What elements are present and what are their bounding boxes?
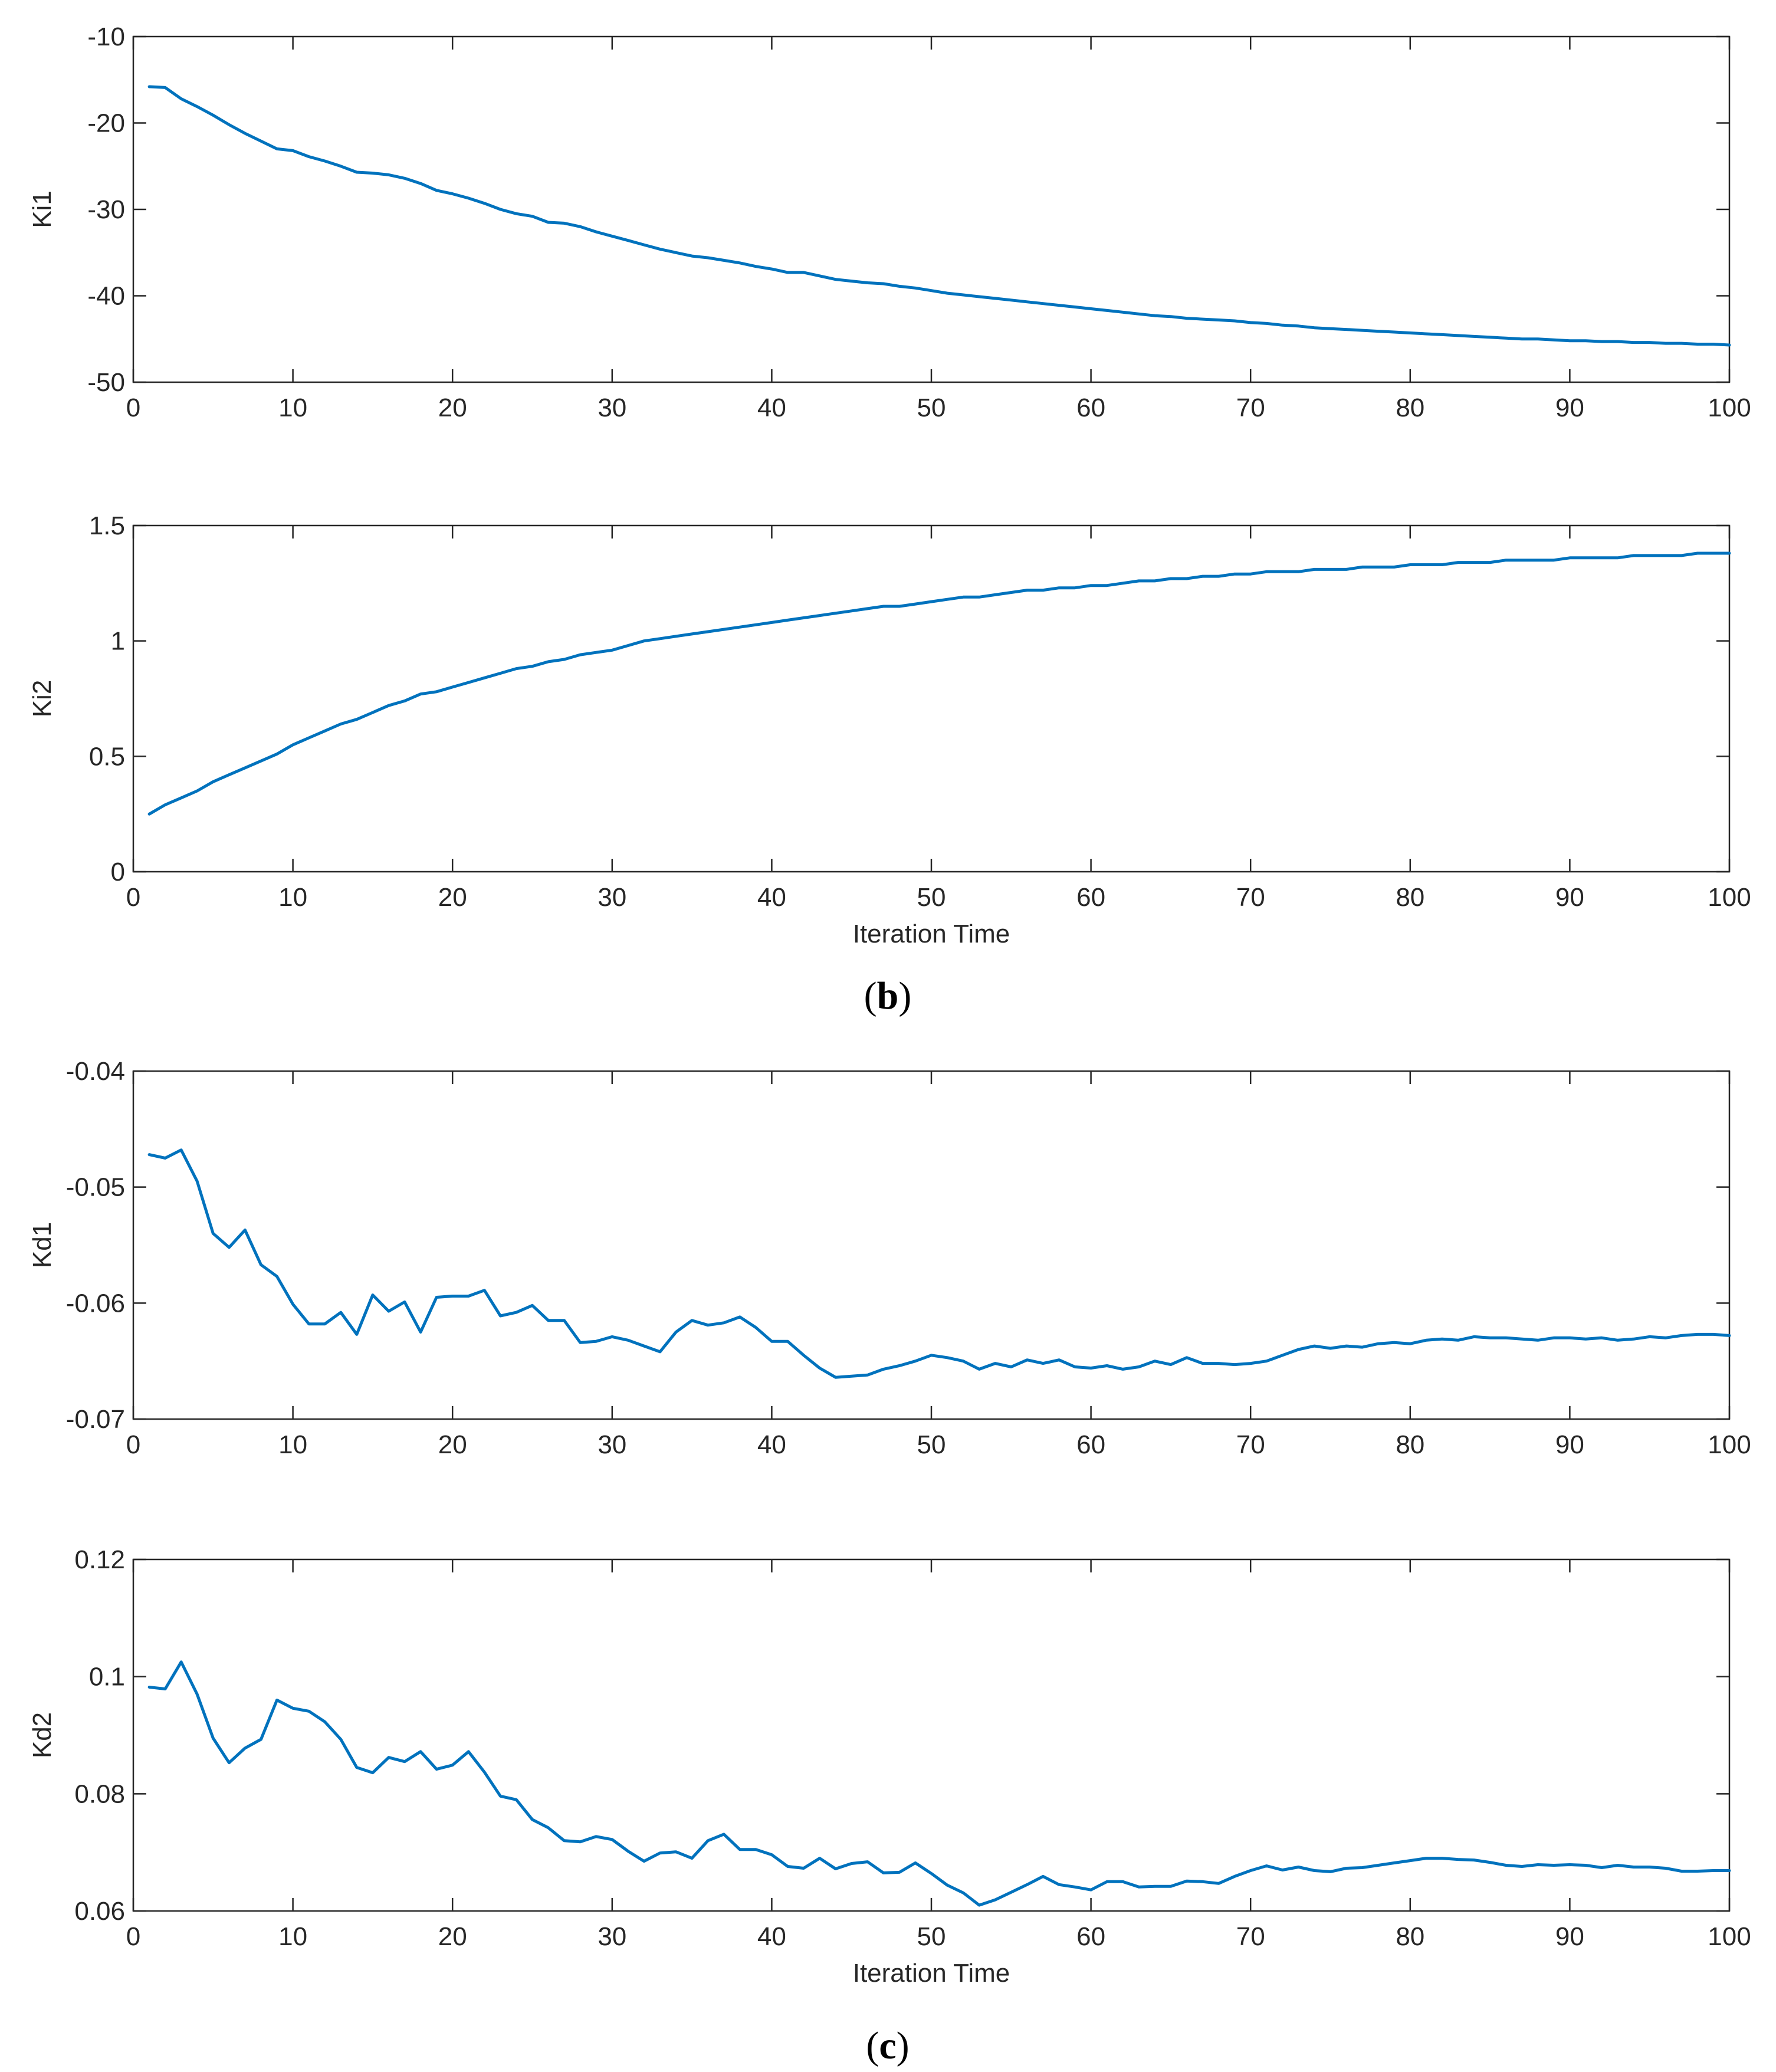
kd1-xtick-label: 60 bbox=[1076, 1430, 1105, 1459]
kd1-ytick-label: -0.07 bbox=[66, 1405, 125, 1434]
ki1-xtick-label: 50 bbox=[917, 393, 946, 422]
chart-kd1: 0 10 20 30 40 50 60 70 80 90 100 -0.07 -0.06 -0.05 -0.… bbox=[28, 1057, 1751, 1459]
kd1-ytick-label: -0.05 bbox=[66, 1173, 125, 1202]
ki2-xtick-label: 90 bbox=[1555, 883, 1584, 912]
ki1-ytick-label: -50 bbox=[87, 368, 125, 397]
kd2-xtick-label: 60 bbox=[1076, 1922, 1105, 1951]
ki1-xtick-label: 90 bbox=[1555, 393, 1584, 422]
kd1-xtick-label: 40 bbox=[757, 1430, 786, 1459]
ki1-ytick-label: -40 bbox=[87, 282, 125, 311]
kd2-xtick-label: 70 bbox=[1236, 1922, 1265, 1951]
ki2-ytick-label: 0.5 bbox=[89, 742, 125, 771]
ki2-xtick-label: 80 bbox=[1396, 883, 1424, 912]
ki2-xlabel: Iteration Time bbox=[853, 920, 1010, 948]
ki2-ytick-label: 1 bbox=[111, 627, 125, 656]
ki2-ytick-label: 1.5 bbox=[89, 511, 125, 540]
ki1-xtick-label: 20 bbox=[438, 393, 467, 422]
ki2-xtick-label: 50 bbox=[917, 883, 946, 912]
ki2-xtick-label: 0 bbox=[126, 883, 140, 912]
ki2-xtick-label: 60 bbox=[1076, 883, 1105, 912]
ki2-xtick-label: 70 bbox=[1236, 883, 1265, 912]
kd1-xtick-label: 0 bbox=[126, 1430, 140, 1459]
kd1-ylabel: Kd1 bbox=[28, 1222, 57, 1268]
kd2-xtick-label: 80 bbox=[1396, 1922, 1424, 1951]
ki1-ylabel: Ki1 bbox=[28, 191, 57, 228]
ki2-xtick-label: 30 bbox=[598, 883, 626, 912]
ki2-series-line bbox=[147, 551, 1731, 816]
chart-kd2: 0 10 20 30 40 50 60 70 80 90 100 0.06 0.08 0.1 0.12 Kd2… bbox=[28, 1545, 1751, 1988]
chart-ki1: 0 10 20 30 40 50 60 70 80 90 100 -50 -40 -30 -20 -10 Ki1 bbox=[28, 22, 1751, 422]
caption-b-letter: b bbox=[877, 974, 899, 1017]
kd2-xtick-label: 100 bbox=[1708, 1922, 1751, 1951]
ki2-ylabel: Ki2 bbox=[28, 680, 57, 718]
kd1-xtick-label: 70 bbox=[1236, 1430, 1265, 1459]
ki1-ytick-label: -20 bbox=[87, 109, 125, 138]
kd1-xtick-label: 30 bbox=[598, 1430, 626, 1459]
kd2-xtick-label: 50 bbox=[917, 1922, 946, 1951]
kd2-ytick-label: 0.06 bbox=[74, 1897, 125, 1926]
ki1-ytick-label: -30 bbox=[87, 195, 125, 224]
kd2-xtick-label: 30 bbox=[598, 1922, 626, 1951]
kd2-xtick-label: 40 bbox=[757, 1922, 786, 1951]
kd2-xtick-label: 0 bbox=[126, 1922, 140, 1951]
ki1-xtick-label: 10 bbox=[278, 393, 307, 422]
ki2-ytick-label: 0 bbox=[111, 858, 125, 886]
kd2-xtick-label: 10 bbox=[278, 1922, 307, 1951]
ki1-xtick-label: 0 bbox=[126, 393, 140, 422]
ki1-xtick-label: 70 bbox=[1236, 393, 1265, 422]
ki1-xtick-label: 100 bbox=[1708, 393, 1751, 422]
kd2-ytick-label: 0.12 bbox=[74, 1545, 125, 1574]
ki2-xtick-label: 40 bbox=[757, 883, 786, 912]
caption-c-letter: c bbox=[879, 2024, 896, 2067]
kd2-ytick-label: 0.1 bbox=[89, 1663, 125, 1692]
kd2-ytick-label: 0.08 bbox=[74, 1779, 125, 1808]
ki1-xtick-label: 80 bbox=[1396, 393, 1424, 422]
kd1-xtick-label: 100 bbox=[1708, 1430, 1751, 1459]
kd1-xtick-label: 90 bbox=[1555, 1430, 1584, 1459]
kd2-series-line bbox=[147, 1660, 1731, 1907]
kd1-xtick-label: 80 bbox=[1396, 1430, 1424, 1459]
kd2-xtick-label: 20 bbox=[438, 1922, 467, 1951]
caption-b: (b) bbox=[864, 974, 912, 1017]
kd1-ytick-label: -0.06 bbox=[66, 1289, 125, 1318]
kd2-ylabel: Kd2 bbox=[28, 1712, 57, 1758]
ki1-ytick-label: -10 bbox=[87, 22, 125, 51]
ki1-series-line bbox=[147, 85, 1731, 347]
ki1-xtick-label: 60 bbox=[1076, 393, 1105, 422]
caption-c: (c) bbox=[866, 2024, 909, 2067]
ki1-xtick-label: 40 bbox=[757, 393, 786, 422]
chart-ki2: 0 10 20 30 40 50 60 70 80 90 100 0 0.5 1 1.5 Ki2 Iterati… bbox=[28, 511, 1751, 948]
kd1-xtick-label: 50 bbox=[917, 1430, 946, 1459]
kd1-ytick-label: -0.04 bbox=[66, 1057, 125, 1086]
kd1-series-line bbox=[147, 1148, 1731, 1379]
ki2-xtick-label: 20 bbox=[438, 883, 467, 912]
ki1-xtick-label: 30 bbox=[598, 393, 626, 422]
kd2-xtick-label: 90 bbox=[1555, 1922, 1584, 1951]
ki2-xtick-label: 100 bbox=[1708, 883, 1751, 912]
kd1-xtick-label: 20 bbox=[438, 1430, 467, 1459]
ki2-xtick-label: 10 bbox=[278, 883, 307, 912]
kd1-xtick-label: 10 bbox=[278, 1430, 307, 1459]
kd2-xlabel: Iteration Time bbox=[853, 1959, 1010, 1988]
